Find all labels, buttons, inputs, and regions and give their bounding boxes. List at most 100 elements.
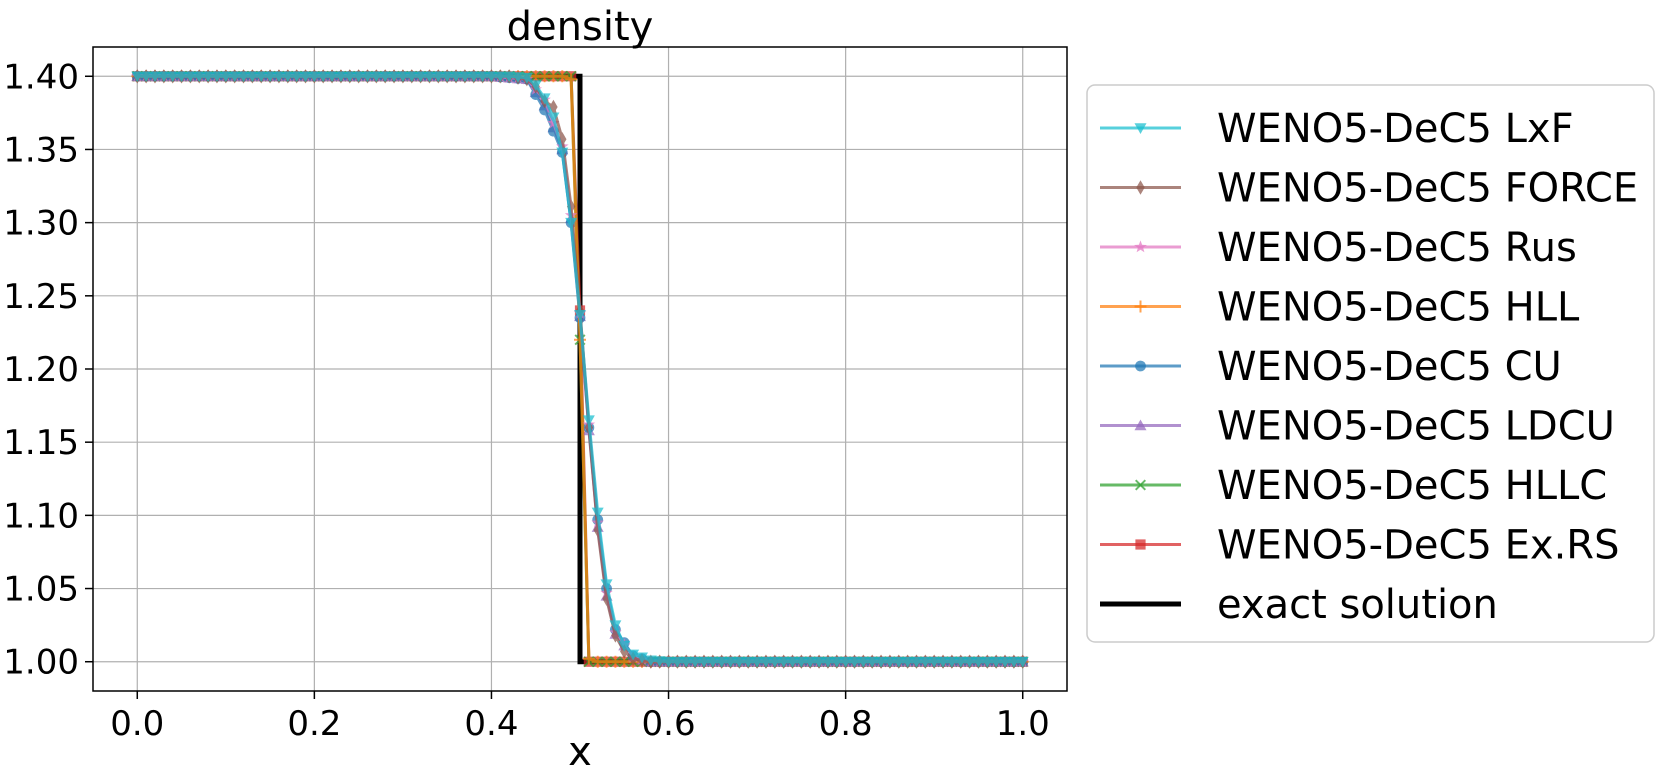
data-point [512,72,525,84]
data-point [246,71,259,83]
legend-label: WENO5-DeC5 LxF [1217,106,1574,152]
data-point [804,656,817,668]
data-point [653,656,666,667]
data-point [937,656,950,668]
data-point [450,71,463,83]
data-point [202,71,215,83]
data-point [591,507,604,519]
legend-entry: WENO5-DeC5 HLLC [1100,463,1607,509]
legend-label: WENO5-DeC5 LDCU [1217,404,1615,450]
data-point [405,71,418,83]
legend-entry: WENO5-DeC5 CU [1100,344,1562,390]
data-point [308,71,321,83]
data-point [777,656,790,668]
data-point [910,656,923,668]
data-point [290,71,303,83]
data-point [821,656,834,668]
data-point [334,71,347,83]
data-point [520,72,533,84]
data-point [866,656,879,668]
data-point [990,656,1003,668]
data-point [379,71,392,83]
data-point [1016,656,1029,668]
data-point [901,656,914,668]
data-point [396,71,409,83]
data-point [689,656,702,668]
data-point [680,656,693,668]
y-tick-label: 1.10 [3,496,79,536]
y-tick-label: 1.00 [3,643,79,683]
data-point [281,71,294,83]
data-point [644,655,657,667]
x-axis-label: x [568,729,592,775]
data-point [565,217,578,229]
legend-label: WENO5-DeC5 FORCE [1217,166,1638,212]
data-point [768,656,781,668]
data-point [131,71,144,83]
x-tick-label: 0.2 [287,704,341,744]
data-point [724,656,737,668]
legend-box [1086,84,1655,643]
data-point [441,71,454,83]
data-point [503,71,516,83]
x-tick-label: 0.8 [819,704,873,744]
y-tick-label: 1.15 [3,423,79,463]
data-point [1007,656,1020,668]
data-point [485,71,498,83]
data-point [733,656,746,668]
legend-marker [1134,123,1147,134]
data-point [715,656,728,668]
data-point [582,652,595,665]
legend-marker [1135,539,1146,550]
x-tick-label: 0.6 [642,704,696,744]
data-point [954,656,967,668]
legend-marker [1136,180,1145,195]
data-point [857,656,870,668]
legend-label: WENO5-DeC5 Ex.RS [1217,523,1619,569]
data-point [751,656,764,668]
data-point [848,656,861,668]
data-point [945,656,958,668]
data-point [476,71,489,83]
data-point [467,71,480,83]
axis-ticks: 0.0 0.2 0.4 0.6 0.8 1.0 1.00 1.05 1.10 1.15 1.20 1.… [3,57,1049,744]
data-point [414,71,427,83]
legend-label: exact solution [1217,582,1498,628]
legend-marker [1134,419,1147,431]
data-point [175,71,188,83]
y-tick-label: 1.20 [3,350,79,390]
data-point [972,656,985,668]
data-point [582,415,595,427]
data-point [556,70,569,83]
data-point [184,71,197,83]
data-point [538,93,551,105]
legend-entry: WENO5-DeC5 LDCU [1100,404,1615,450]
legend-marker [1134,479,1147,491]
data-point [742,656,755,668]
data-point [361,71,374,83]
data-point [237,71,250,83]
legend-marker [1134,240,1147,253]
legend-marker [1134,300,1147,313]
data-point [157,71,170,83]
x-tick-label: 0.0 [110,704,164,744]
legend-entry: WENO5-DeC5 Ex.RS [1100,523,1619,569]
data-point [574,333,586,346]
data-point [611,628,620,643]
data-point [609,620,622,632]
data-point [326,71,339,83]
legend-entry: WENO5-DeC5 FORCE [1100,166,1638,212]
legend-entry: WENO5-DeC5 Rus [1100,225,1577,271]
data-point [423,71,436,83]
x-tick-label: 1.0 [996,704,1050,744]
data-point [228,71,241,83]
x-tick-label: 0.4 [464,704,518,744]
legend-entry: exact solution [1100,582,1498,628]
legend-label: WENO5-DeC5 HLL [1217,285,1580,331]
legend-label: WENO5-DeC5 CU [1217,344,1562,390]
data-point [494,71,507,83]
y-tick-label: 1.40 [3,57,79,97]
data-point [272,71,285,83]
data-point [547,112,560,124]
data-point [317,71,330,83]
